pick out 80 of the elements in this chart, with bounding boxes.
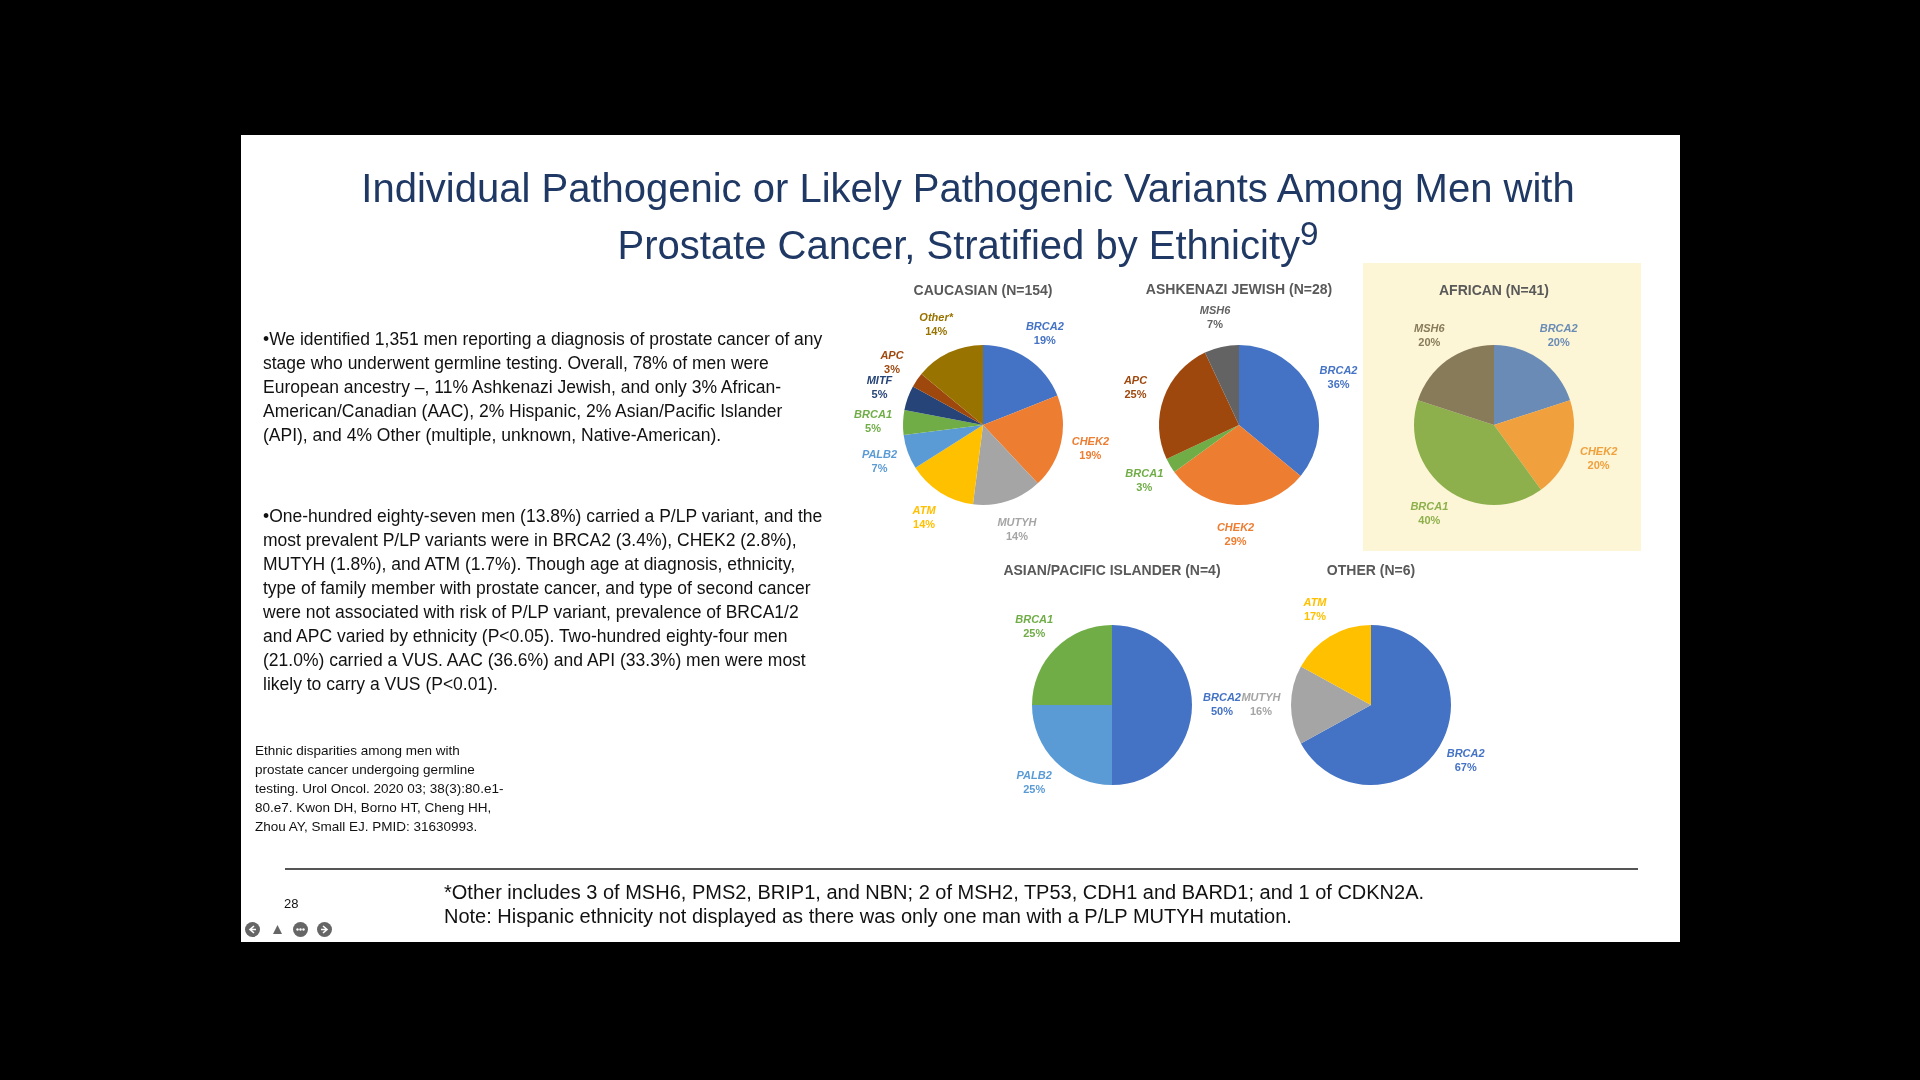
text: Note: Hispanic ethnicity not displayed as there was only one man with a P/LP MUTYH mutation. [444, 905, 1293, 928]
slice-label: BRCA2 [1539, 322, 1578, 335]
data-label: 19% [1033, 334, 1057, 347]
data-label: 20% [1587, 458, 1610, 471]
chart-title: ASHKENAZI JEWISH (N=28) [1145, 280, 1333, 297]
pie-slice [904, 386, 983, 425]
data-label: 36% [1327, 378, 1350, 391]
slice-label: BRCA1 [1410, 499, 1449, 512]
pie-slice [903, 410, 983, 436]
slice-label: ATM [1302, 596, 1328, 609]
data-label: 67% [1454, 760, 1477, 773]
data-label: 25% [1023, 627, 1046, 640]
slice-label: PALB2 [861, 448, 898, 461]
slice-label: ATM [911, 503, 937, 516]
data-label: 19% [1079, 449, 1102, 461]
data-label: 14% [913, 517, 936, 530]
data-label: 14% [1005, 529, 1029, 542]
pie-slice [1291, 666, 1371, 744]
pie-slice [1239, 345, 1319, 476]
chart-title: AFRICAN (N=41) [1438, 282, 1550, 298]
data-label: 17% [1303, 610, 1327, 623]
pie-slice [1417, 345, 1494, 425]
pie-slice [983, 395, 1063, 484]
data-label: 25% [1023, 782, 1046, 795]
pie-slice [1166, 425, 1239, 473]
pie-slice [903, 425, 983, 468]
text: •One-hundred eighty-seven men (13.8%) carried a P/LP variant, and the most prevalent P/LP variants were in BRCA2 (3.4%), CHEK2 (2.8%), MUTYH (1.8%), and ATM (1.7%). Though age at diagnosis, ethnicity, type of family member with prostate cancer, and type of second cancer were not associated with risk of P/LP variant, prevalence of BRCA1/2 and APC varied by ethnicity (P<0.05). Two-hundred eighty-four men (21.0%) carried a VUS. AAC (36.6%) and API (33.3%) men were most likely to carry a VUS (P<0.01). [263, 505, 824, 696]
pie-slice [1300, 625, 1371, 705]
slice-label: BRCA2 [1319, 364, 1358, 377]
data-label: 3% [1136, 480, 1153, 493]
text: •We identified 1,351 men reporting a diagnosis of prostate cancer of any stage who underwent germline testing. Overall, 78% of men were European ancestry –, 11% Ashkenazi Jewish, and only 3% African-American/Canadian (AAC), 2% Hispanic, 2% Asian/Pacific Islander (API), and 4% Other (multiple, unknown, Native-American). [263, 328, 824, 447]
pie-slice [1204, 345, 1239, 425]
data-label: 25% [1124, 387, 1147, 400]
data-label: 3% [884, 363, 901, 376]
slice-label: CHEK2 [1071, 435, 1109, 447]
data-label: 14% [925, 325, 948, 338]
slice-label: CHEK2 [1579, 444, 1618, 457]
slice-label: CHEK2 [1216, 520, 1255, 533]
slice-label: APC [879, 349, 905, 362]
text: Individual Pathogenic or Likely Pathogenic Variants Among Men with Prostate Cancer, Stratified by Ethnicity$^{9}$ [360, 166, 1576, 269]
chart-title: OTHER (N=6) [1326, 562, 1416, 578]
pie-slice [1159, 352, 1239, 460]
pie-slice [1112, 625, 1192, 785]
slice-label: BRCA1 [854, 407, 893, 420]
pie-slice [1494, 345, 1571, 425]
slice-label: BRCA2 [1446, 746, 1485, 759]
pie-slice [1494, 400, 1574, 490]
pie-slice [912, 374, 983, 425]
chart-title: ASIAN/PACIFIC ISLANDER (N=4) [1003, 562, 1221, 578]
pie-slice [1174, 425, 1301, 505]
pie-slice [915, 425, 983, 505]
data-label: 16% [1249, 705, 1273, 717]
slice-label: BRCA1 [1125, 466, 1164, 479]
slice-label: MITF [866, 373, 893, 386]
slice-label: Other* [919, 311, 954, 324]
slice-label: BRCA2 [1025, 320, 1064, 333]
text: *Other includes 3 of MSH6, PMS2, BRIP1, and NBN; 2 of MSH2, TP53, CDH1 and BARD1; and 1 of CDKN2A. [444, 881, 1426, 904]
pie-slice [983, 345, 1058, 425]
chart-title: CAUCASIAN (N=154) [913, 282, 1053, 298]
data-label: 29% [1224, 534, 1247, 547]
slice-label: BRCA1 [1015, 613, 1054, 626]
data-label: 5% [871, 387, 888, 400]
slice-label: MUTYH [997, 515, 1038, 528]
data-label: 20% [1418, 336, 1441, 349]
slice-label: MSH6 [1414, 322, 1446, 335]
pie-slice [921, 345, 983, 425]
text: 28 [284, 896, 300, 912]
slice-label: APC [1122, 373, 1149, 386]
data-label: 20% [1547, 336, 1570, 349]
data-label: 7% [1207, 317, 1224, 330]
data-label: 50% [1210, 705, 1234, 717]
slice-label: MUTYH [1241, 691, 1282, 703]
data-label: 5% [865, 421, 882, 434]
text: Ethnic disparities among men with prostate cancer undergoing germline testing. Urol Oncol. 2020 03; 38(3):80.e1-80.e7. Kwon DH, Borno HT, Cheng HH, Zhou AY, Small EJ. PMID: 31630993. [255, 742, 505, 836]
slice-label: MSH6 [1199, 303, 1232, 316]
slice-label: BRCA2 [1203, 691, 1241, 703]
slice-label: PALB2 [1016, 768, 1052, 781]
data-label: 40% [1418, 513, 1441, 526]
data-label: 7% [871, 462, 888, 475]
pie-slice [972, 425, 1038, 505]
